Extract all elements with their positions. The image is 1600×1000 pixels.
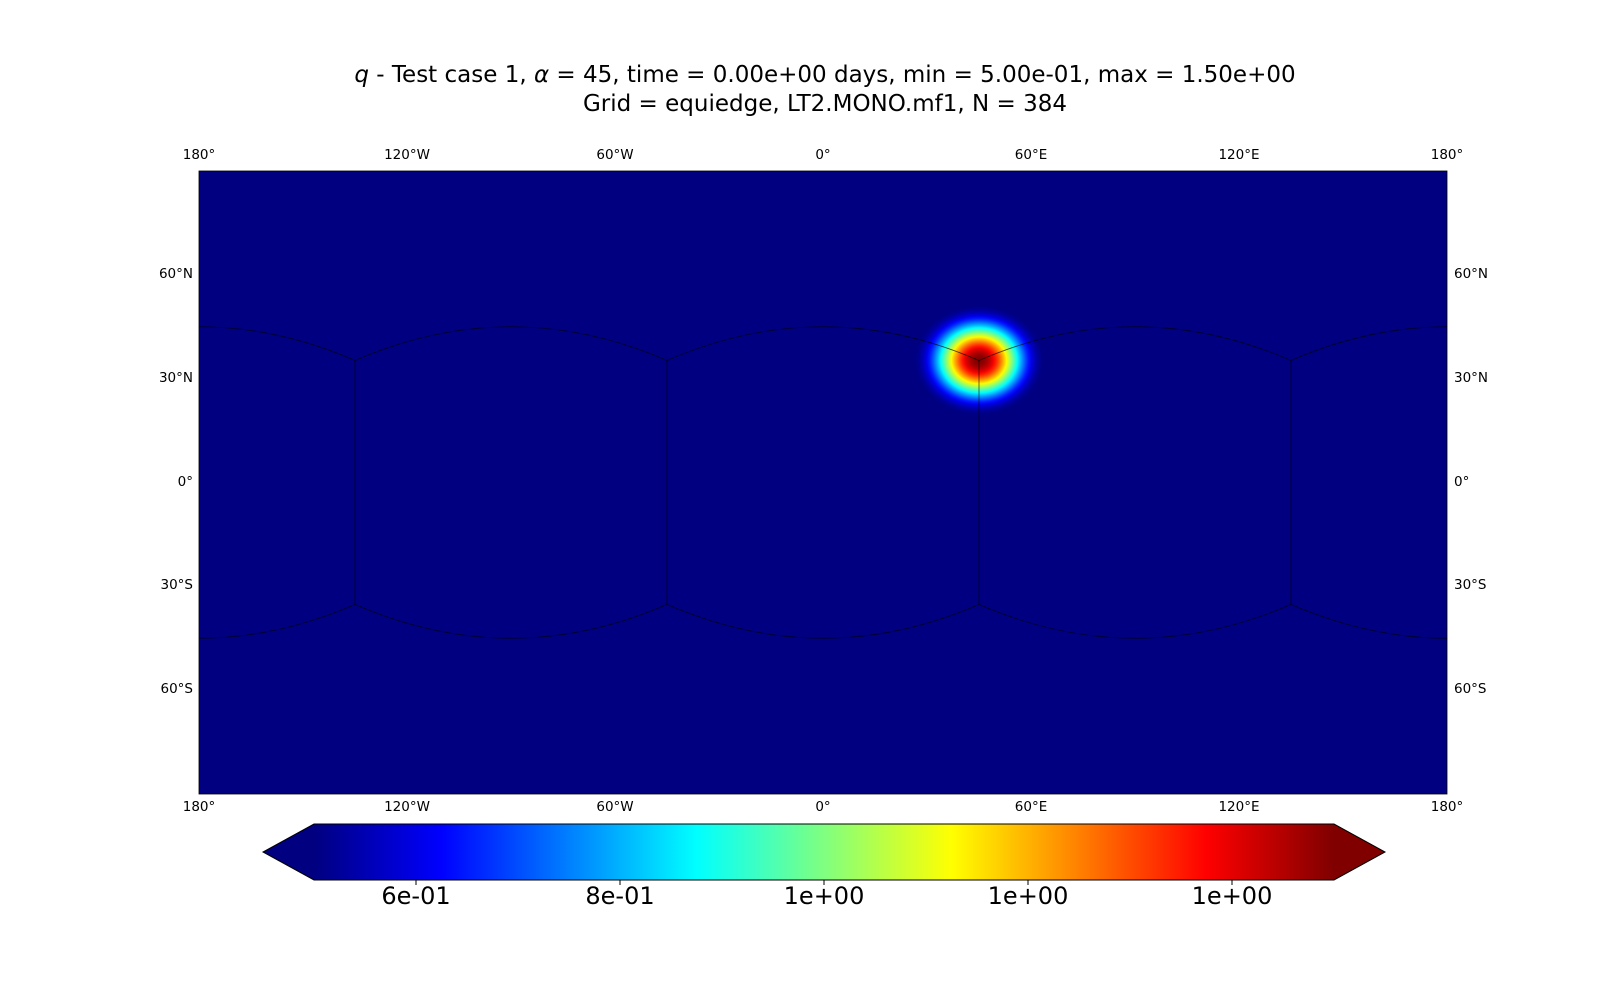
lon-tick-bottom: 60°W — [596, 799, 634, 815]
panel-edge-arc-south — [199, 604, 356, 639]
panel-edge-arc-north — [354, 326, 668, 361]
colorbar-tick-label: 6e-01 — [381, 882, 451, 910]
colorbar-tick-label: 1e+00 — [1191, 882, 1273, 910]
lon-tick-bottom: 120°E — [1218, 799, 1260, 815]
colorbar-extend-low — [263, 824, 314, 880]
colorbar — [314, 824, 1334, 880]
lon-tick-bottom: 0° — [815, 799, 831, 815]
panel-edge-arc-north — [199, 326, 356, 361]
lat-tick-right: 60°N — [1454, 265, 1489, 282]
lat-tick-right: 30°S — [1454, 577, 1487, 594]
lat-tick-right: 60°S — [1454, 681, 1487, 698]
lon-tick-top: 0° — [815, 147, 831, 163]
lon-tick-bottom: 180° — [1430, 799, 1464, 815]
lat-tick-left: 0° — [177, 473, 193, 490]
lon-tick-bottom: 60°E — [1014, 799, 1048, 815]
plot-title-line-2: Grid = equiedge, LT2.MONO.mf1, N = 384 — [582, 91, 1068, 117]
panel-edge-arc-north — [1290, 326, 1447, 361]
lat-tick-right: 0° — [1454, 473, 1470, 490]
lon-tick-top: 180° — [182, 147, 216, 163]
colorbar-tick-label: 1e+00 — [987, 882, 1069, 910]
lon-tick-top: 60°W — [596, 147, 634, 163]
lat-tick-right: 30°N — [1454, 369, 1489, 386]
colorbar-outline — [261, 823, 1387, 881]
lon-tick-bottom: 180° — [182, 799, 216, 815]
lon-tick-bottom: 120°W — [384, 799, 430, 815]
colorbar-tick-label: 8e-01 — [585, 882, 655, 910]
lon-tick-top: 180° — [1430, 147, 1464, 163]
panel-edge-arc-south — [354, 604, 668, 639]
panel-edge-arc-north — [978, 326, 1292, 361]
q-symbol: q — [354, 62, 369, 88]
title-text-2: = 45, time = 0.00e+00 days, min = 5.00e-… — [549, 62, 1296, 88]
panel-edge-arc-south — [1290, 604, 1447, 639]
map-background — [199, 171, 1447, 794]
alpha-symbol: α — [533, 62, 550, 88]
lat-tick-left: 30°N — [158, 369, 193, 386]
lon-tick-top: 120°E — [1218, 147, 1260, 163]
colorbar-tick-label: 1e+00 — [783, 882, 865, 910]
colorbar-extend-high — [1334, 824, 1385, 880]
plot-title-line-1: q - Test case 1, α = 45, time = 0.00e+00… — [0, 62, 1600, 88]
title-text-1: - Test case 1, — [368, 62, 534, 88]
panel-edge-arc-north — [666, 326, 980, 361]
map-frame — [198, 170, 1448, 795]
panel-edge-arc-south — [666, 604, 980, 639]
panel-edge-arc-south — [978, 604, 1292, 639]
lat-tick-left: 30°S — [160, 577, 194, 594]
lon-tick-top: 60°E — [1014, 147, 1048, 163]
lat-tick-left: 60°S — [160, 681, 194, 698]
lon-tick-top: 120°W — [384, 147, 430, 163]
lat-tick-left: 60°N — [158, 265, 193, 282]
